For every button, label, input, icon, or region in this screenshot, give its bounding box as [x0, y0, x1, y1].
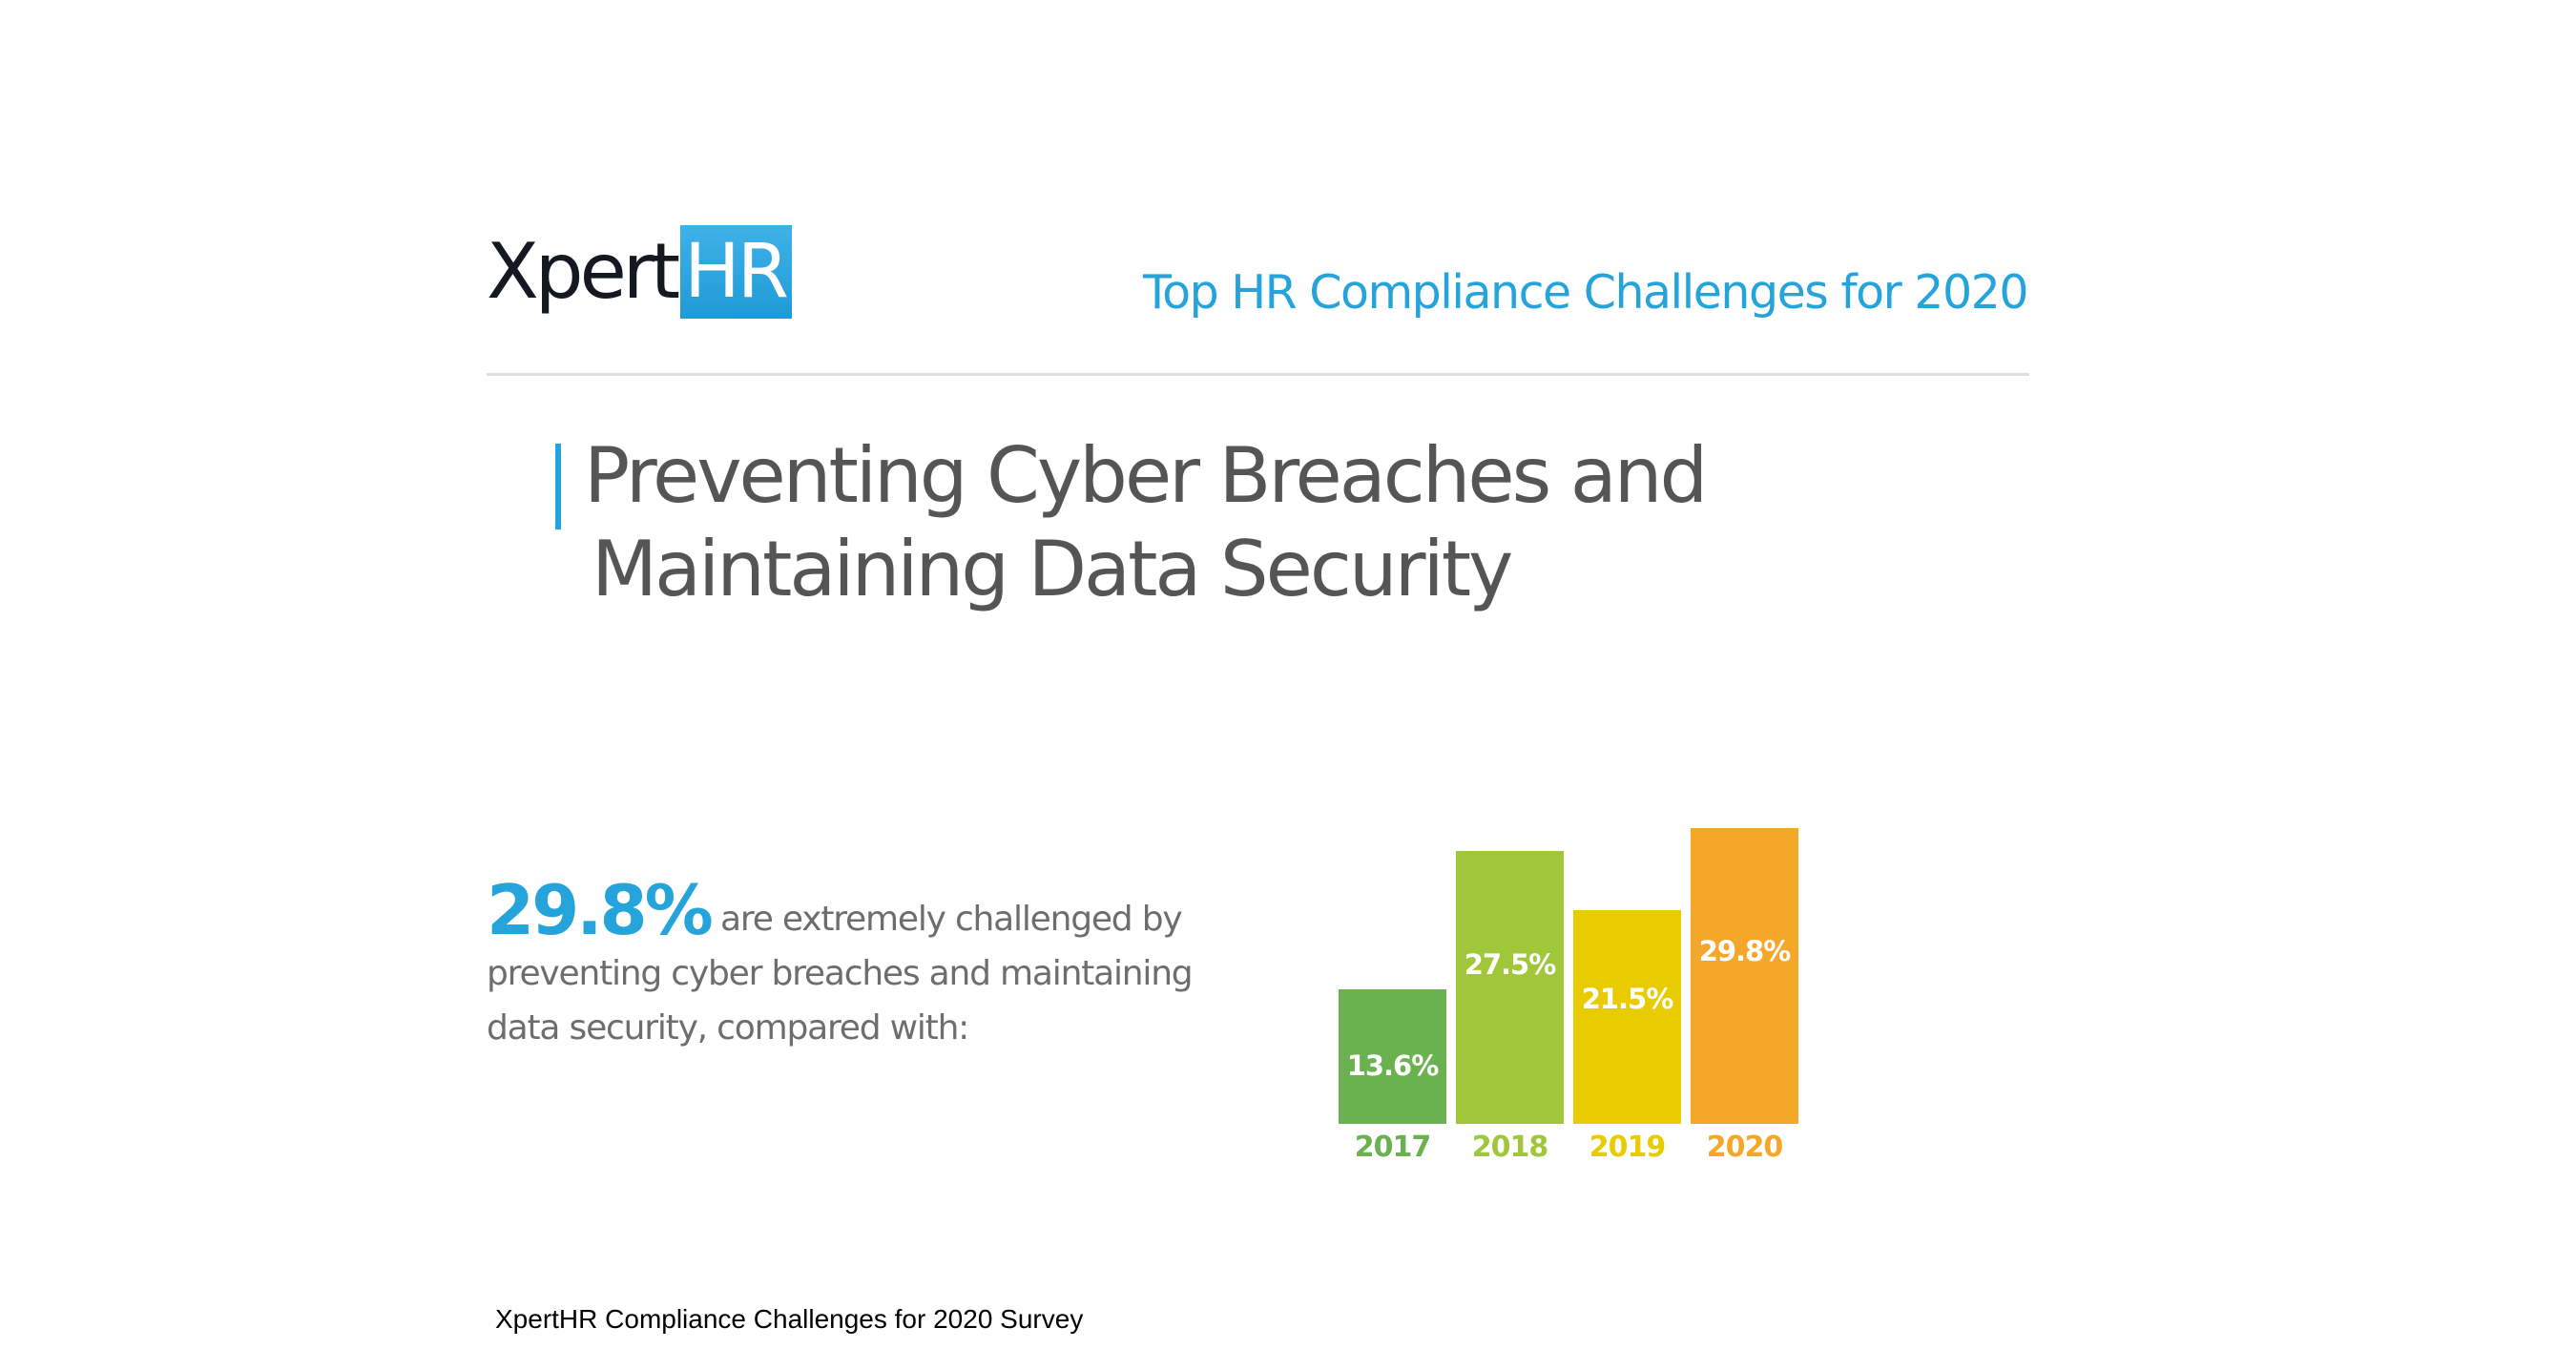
bar-value-label: 27.5%	[1464, 948, 1557, 981]
stat-paragraph: 29.8% are extremely challenged by preven…	[487, 876, 1212, 1055]
source-caption: XpertHR Compliance Challenges for 2020 S…	[495, 1304, 1084, 1334]
headline-line-1: Preventing Cyber Breaches and	[584, 431, 1708, 520]
bar-2018: 27.5%	[1456, 851, 1564, 1124]
header-divider	[487, 373, 2029, 376]
x-axis-label-2018: 2018	[1471, 1131, 1549, 1164]
bar-chart: 13.6% 2017 27.5% 2018 21.5% 2019 29.8% 2020	[1339, 811, 2030, 1173]
bar-2020: 29.8%	[1691, 828, 1798, 1124]
bar-value-label: 21.5%	[1581, 983, 1674, 1015]
stat-value: 29.8%	[487, 870, 714, 950]
stat-description: are extremely challenged by preventing c…	[487, 900, 1194, 1048]
bar-value-label: 29.8%	[1698, 935, 1792, 967]
x-axis-label-2019: 2019	[1589, 1131, 1667, 1164]
page-headline: Preventing Cyber Breaches and Maintainin…	[584, 429, 1708, 616]
bar-2017: 13.6%	[1339, 989, 1446, 1124]
logo-wordmark-xpert: Xpert	[487, 227, 680, 316]
bar-value-label: 13.6%	[1346, 1049, 1440, 1082]
headline-line-2: Maintaining Data Security	[592, 525, 1513, 613]
logo-wordmark-hr: HR	[680, 225, 792, 319]
report-title: Top HR Compliance Challenges for 2020	[1143, 265, 2028, 320]
xperthr-logo: Xpert HR	[487, 225, 792, 319]
bar-2019: 21.5%	[1573, 910, 1681, 1124]
x-axis-label-2017: 2017	[1354, 1131, 1432, 1164]
x-axis-label-2020: 2020	[1706, 1131, 1784, 1164]
headline-accent-bar	[555, 444, 561, 529]
